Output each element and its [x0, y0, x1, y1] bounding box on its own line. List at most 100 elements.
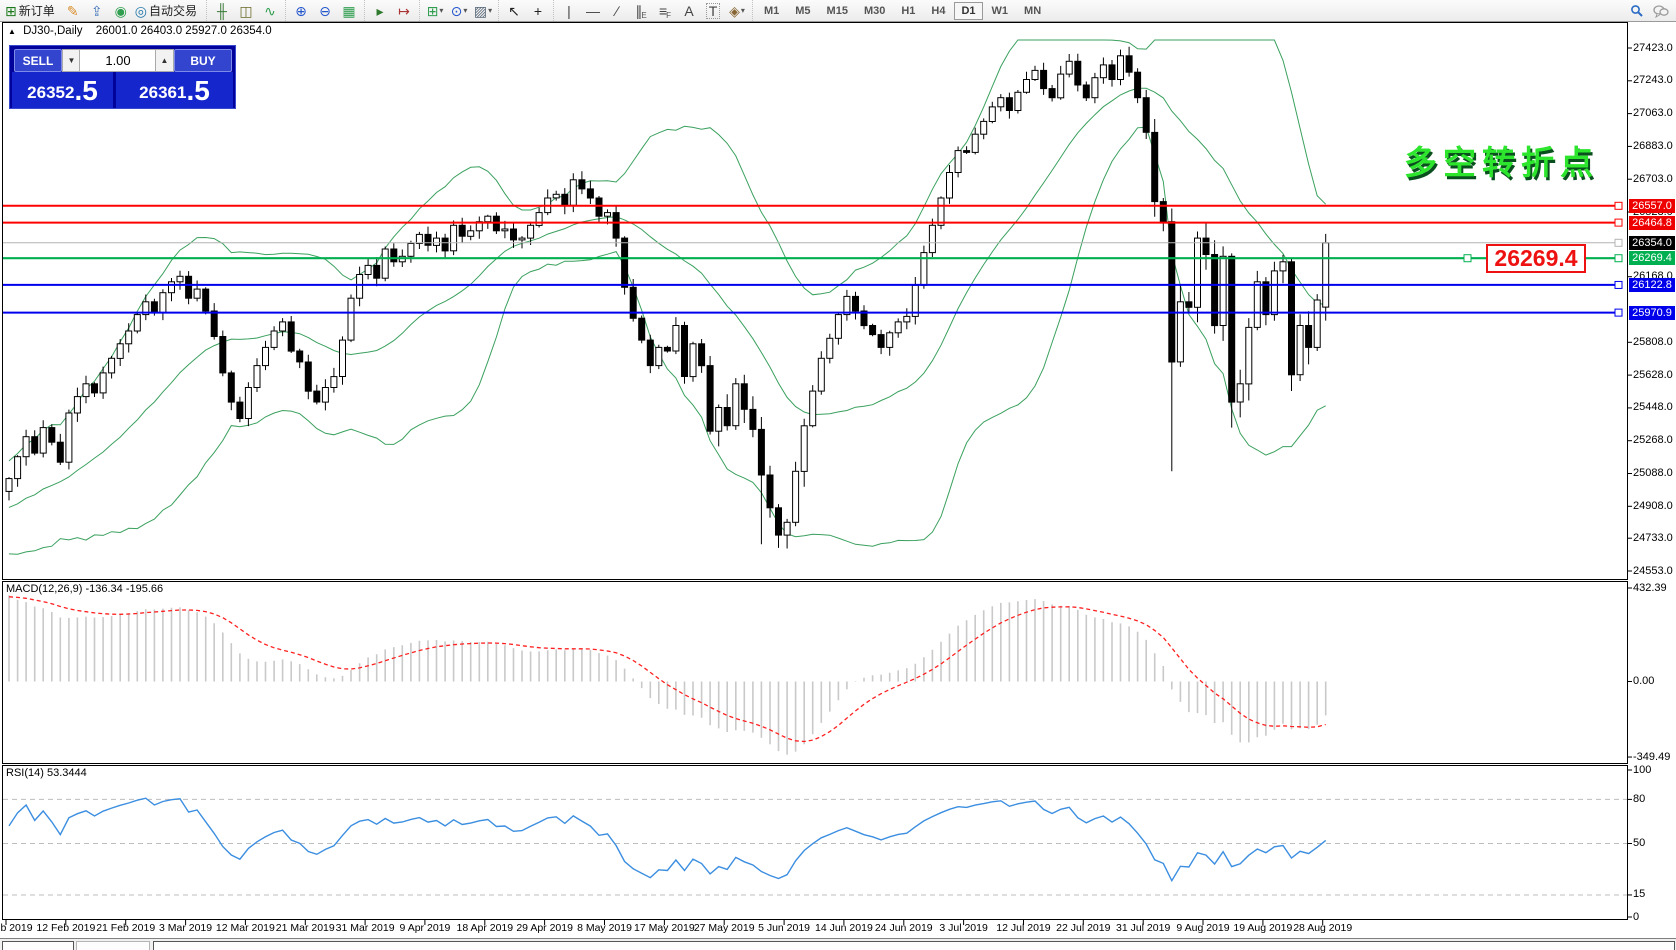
trendline-button[interactable]: ∕: [606, 0, 628, 21]
chevron-down-icon: ▾: [463, 6, 468, 15]
arrows-button[interactable]: ◈ ▾: [726, 0, 748, 21]
horizontal-line-object[interactable]: [3, 254, 1623, 263]
bar-chart-button[interactable]: ╫: [211, 0, 233, 21]
chart-tab[interactable]: [76, 941, 150, 950]
volume-increase-button[interactable]: ▲: [155, 49, 174, 72]
crayon-button[interactable]: ✎: [62, 0, 84, 21]
trendline-icon: ∕: [615, 2, 619, 19]
rsi-panel-frame: [2, 765, 1628, 920]
price-tick-label: 24908.0: [1633, 499, 1673, 512]
timeframe-toolbar: M1 M5 M15 M30 H1 H4 D1 W1 MN: [751, 0, 1052, 21]
horizontal-line-icon: —: [585, 2, 600, 19]
macd-tick-label: 0.00: [1633, 674, 1655, 687]
date-tick-label: 21 Mar 2019: [275, 922, 335, 934]
date-tick-label: 3 Mar 2019: [158, 922, 213, 934]
date-tick-label: 3 Feb 2019: [0, 922, 33, 934]
toolbar-group-objects: | — ∕ ∥ E ≡ F A T ◈ ▾: [552, 0, 752, 21]
vertical-line-icon: |: [567, 2, 571, 19]
timeframe-M5[interactable]: M5: [795, 4, 811, 17]
candle-chart-button[interactable]: ◫: [235, 0, 257, 21]
horizontal-line-object[interactable]: [3, 308, 1623, 317]
tile-windows-button[interactable]: ▦: [338, 0, 360, 21]
chart-canvas[interactable]: [0, 22, 1676, 950]
price-callout-box[interactable]: 26269.4: [1486, 244, 1586, 273]
vertical-line-button[interactable]: |: [558, 0, 580, 21]
sell-price[interactable]: 26352 .5: [12, 72, 113, 108]
signals-button[interactable]: ◉: [110, 0, 132, 21]
timeframe-D1[interactable]: D1: [954, 1, 983, 20]
text-button[interactable]: A: [678, 0, 700, 21]
timeframe-M30[interactable]: M30: [863, 4, 886, 17]
chart-text-annotation[interactable]: 多空转折点: [1404, 144, 1599, 181]
periods-button[interactable]: ⊙ ▾: [448, 0, 470, 21]
price-tick-label: 27063.0: [1633, 107, 1673, 120]
text-label-button[interactable]: T: [702, 0, 724, 21]
crayon-icon: ✎: [66, 2, 79, 19]
chart-shift-button[interactable]: ↦: [393, 0, 415, 21]
crosshair-button[interactable]: +: [527, 0, 549, 21]
date-tick-label: 29 Apr 2019: [516, 922, 573, 934]
channel-button[interactable]: ∥ E: [630, 0, 652, 21]
timeframe-M1[interactable]: M1: [763, 4, 780, 17]
crosshair-icon: +: [533, 2, 543, 19]
zoom-in-icon: ⊕: [295, 2, 307, 19]
timeframe-MN[interactable]: MN: [1024, 4, 1042, 17]
candlesticks: [5, 46, 1330, 549]
buy-price[interactable]: 26361 .5: [116, 72, 233, 108]
publish-button[interactable]: ⇪: [86, 0, 108, 21]
sell-price-frac: .5: [74, 75, 98, 106]
indicators-button[interactable]: ⊞ ▾: [424, 0, 446, 21]
horizontal-line-object[interactable]: [3, 218, 1623, 227]
timeframe-W1[interactable]: W1: [991, 4, 1009, 17]
cursor-icon: ↖: [508, 2, 520, 19]
new-order-button[interactable]: ⊞ 新订单: [4, 0, 60, 21]
chat-icon: [1653, 4, 1669, 18]
chart-tab[interactable]: [2, 941, 74, 950]
macd-tick-label: -349.49: [1633, 750, 1671, 763]
date-tick-label: 12 Feb 2019: [36, 922, 96, 934]
main-chart-frame: [2, 22, 1628, 580]
main-toolbar: ⊞ 新订单 ✎ ⇪ ◉ ◎ 自动交易 ╫ ◫ ∿ ⊕ ⊖ ▦ ▸ ↦ ⊞ ▾: [0, 0, 1676, 22]
rsi-tick-label: 80: [1633, 792, 1646, 805]
volume-input[interactable]: 1.00: [79, 49, 157, 72]
fibonacci-icon: ≡: [658, 2, 668, 19]
price-line-tag: 26354.0: [1629, 235, 1675, 250]
templates-icon: ▨: [473, 2, 488, 19]
date-tick-label: 27 May 2019: [693, 922, 755, 934]
zoom-out-button[interactable]: ⊖: [314, 0, 336, 21]
zoom-in-button[interactable]: ⊕: [290, 0, 312, 21]
sell-button[interactable]: SELL: [14, 49, 62, 72]
buy-button[interactable]: BUY: [174, 49, 232, 72]
chevron-down-icon: ▾: [439, 6, 444, 15]
date-tick-label: 3 Jul 2019: [939, 922, 988, 934]
price-line-tag: 26269.4: [1629, 251, 1675, 266]
bollinger-bands: [8, 39, 1327, 555]
auto-scroll-button[interactable]: ▸: [369, 0, 391, 21]
horizontal-line-object[interactable]: [3, 201, 1623, 210]
timeframe-H1[interactable]: H1: [901, 4, 916, 17]
buy-price-frac: .5: [186, 75, 210, 106]
cursor-button[interactable]: ↖: [503, 0, 525, 21]
horizontal-line-object[interactable]: [3, 238, 1623, 247]
timeframe-M15[interactable]: M15: [826, 4, 848, 17]
macd-signal-line: [8, 596, 1326, 743]
bottom-tabs-strip: [0, 938, 1676, 950]
date-tick-label: 17 May 2019: [633, 922, 695, 934]
horizontal-line-button[interactable]: —: [582, 0, 604, 21]
templates-button[interactable]: ▨ ▾: [472, 0, 494, 21]
fibonacci-button[interactable]: ≡ F: [654, 0, 676, 21]
price-tick-label: 25448.0: [1633, 401, 1673, 414]
fibonacci-letter: F: [666, 11, 672, 20]
chart-tab[interactable]: [153, 941, 1675, 950]
chevron-down-icon: ▾: [740, 6, 745, 15]
chart-window: ▲ DJ30-,Daily 26001.0 26403.0 25927.0 26…: [0, 22, 1676, 950]
price-tick-label: 25268.0: [1633, 434, 1673, 447]
line-chart-button[interactable]: ∿: [259, 0, 281, 21]
timeframe-H4[interactable]: H4: [931, 4, 946, 17]
chat-button[interactable]: [1650, 0, 1672, 21]
autotrading-button[interactable]: ◎ 自动交易: [134, 0, 202, 21]
horizontal-line-object[interactable]: [3, 280, 1623, 289]
search-button[interactable]: [1626, 0, 1648, 21]
